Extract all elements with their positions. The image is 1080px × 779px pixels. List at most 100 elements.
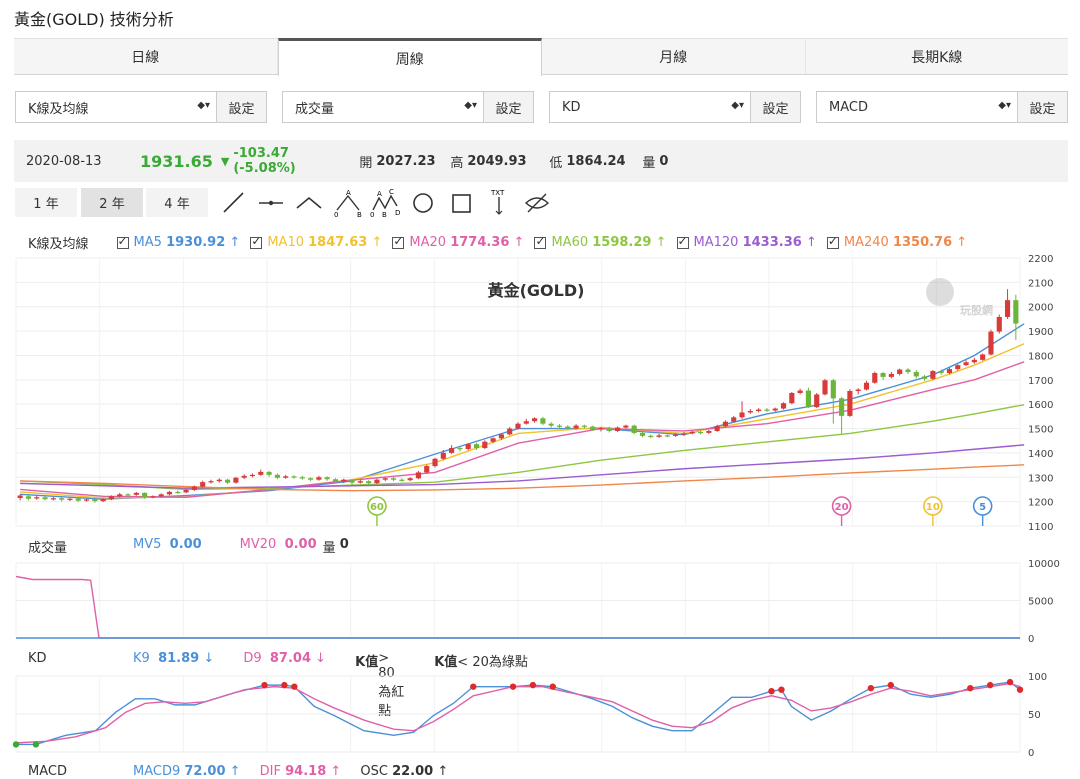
- osc-name: OSC: [360, 764, 388, 779]
- indicator-select-macd[interactable]: MACD ◆▾: [816, 91, 1018, 123]
- period-4y-button[interactable]: 4 年: [146, 188, 208, 217]
- vol-value: 0: [339, 537, 349, 552]
- candle: [142, 492, 148, 499]
- period-2y-button[interactable]: 2 年: [81, 188, 143, 217]
- price-y-tick-label: 1200: [1028, 498, 1053, 509]
- kd-note-green-key: K值: [434, 655, 458, 670]
- candle: [390, 476, 397, 482]
- candle: [581, 424, 587, 429]
- line-tool-icon[interactable]: [219, 188, 249, 218]
- candle: [283, 474, 289, 479]
- candle: [772, 407, 778, 412]
- candle: [988, 329, 994, 356]
- ma20-checkbox[interactable]: [392, 234, 405, 249]
- candle: [59, 497, 65, 502]
- kd-line-k9: [16, 681, 1021, 746]
- kd-y-tick-label: 0: [1028, 748, 1034, 759]
- ma240-checkbox[interactable]: [826, 234, 839, 249]
- kd-green-dot: [32, 741, 40, 748]
- candle: [855, 388, 861, 395]
- candle: [382, 477, 388, 482]
- ma60-checkbox[interactable]: [534, 234, 547, 249]
- candle-body: [706, 430, 712, 433]
- candle: [266, 470, 272, 477]
- tab-daily[interactable]: 日線: [14, 39, 278, 74]
- kd-chart[interactable]: 0 50 100: [0, 668, 1080, 763]
- settings-button-macd[interactable]: 設定: [1018, 91, 1068, 123]
- price-chart[interactable]: 1100 1200 1300 1400 1500 1600 1700 1800 1900 2000…: [0, 252, 1080, 532]
- indicator-select-volume[interactable]: 成交量 ◆▾: [282, 91, 484, 123]
- candle-body: [133, 492, 139, 495]
- ma5-checkbox[interactable]: [116, 234, 129, 249]
- volume-chart[interactable]: 0 5000 10000: [0, 556, 1080, 646]
- candle: [357, 479, 363, 484]
- candle: [432, 457, 438, 468]
- candle-body: [216, 479, 222, 482]
- kd-y-tick-label: 100: [1028, 672, 1047, 683]
- tool-letter-0: 0: [370, 211, 374, 219]
- kd-legend-label: KD: [28, 651, 47, 666]
- candle: [706, 430, 712, 434]
- tab-monthly[interactable]: 月線: [542, 39, 806, 74]
- candle-body: [515, 423, 521, 429]
- tab-weekly[interactable]: 周線: [277, 38, 542, 76]
- candle-body: [399, 479, 405, 481]
- candle-body: [548, 423, 554, 426]
- tab-long-term[interactable]: 長期K線: [911, 49, 963, 66]
- settings-button-kline[interactable]: 設定: [217, 91, 267, 123]
- abcd-pattern-tool-icon[interactable]: A C 0 B D: [370, 188, 401, 219]
- candle: [34, 495, 40, 500]
- candle-body: [971, 359, 977, 363]
- kd-green-dot: [12, 741, 20, 748]
- high-label: 高: [450, 155, 464, 171]
- horizontal-line-tool-icon[interactable]: [257, 188, 287, 218]
- kd-note-green: < 20為綠點: [457, 655, 528, 670]
- ma-marker-20: 20: [831, 496, 852, 526]
- kd-red-dot: [470, 683, 477, 690]
- candle: [17, 494, 23, 501]
- indicator-selector-2-group: 成交量 ◆▾ 設定: [282, 91, 534, 123]
- indicator-select-kline[interactable]: K線及均線 ◆▾: [15, 91, 217, 123]
- candle-body: [540, 418, 546, 424]
- candle: [482, 440, 488, 450]
- angle-tool-icon[interactable]: [295, 188, 325, 218]
- candle-body: [963, 362, 969, 366]
- candle: [125, 493, 131, 497]
- candle-body: [863, 382, 870, 390]
- hide-eye-icon[interactable]: [523, 188, 553, 218]
- candle: [922, 374, 928, 381]
- candle-body: [648, 435, 654, 438]
- osc-value: 22.00: [392, 764, 434, 779]
- ma-line-ma240: [20, 464, 1025, 492]
- candle-body: [92, 499, 98, 502]
- ma20-value: 1774.36: [450, 235, 510, 250]
- candle-body: [225, 479, 231, 483]
- ma120-checkbox[interactable]: [676, 234, 689, 249]
- ma10-checkbox[interactable]: [250, 234, 263, 249]
- circle-tool-icon[interactable]: [409, 188, 439, 218]
- select-arrows-icon: ◆▾: [464, 100, 477, 111]
- kd-legend: KD K9 81.89 ↓ D9 87.04 ↓ K值 > 80為紅點 K值 <…: [28, 651, 528, 719]
- period-1y-button[interactable]: 1 年: [15, 188, 77, 217]
- candle-body: [938, 371, 944, 373]
- candle-body: [772, 408, 778, 411]
- low-label: 低: [549, 155, 563, 171]
- candle-body: [374, 479, 380, 484]
- candle-body: [100, 499, 106, 502]
- d9-arrow-icon: ↓: [315, 651, 327, 666]
- settings-button-volume[interactable]: 設定: [484, 91, 534, 123]
- ma-marker-10: 10: [923, 496, 943, 526]
- indicator-select-kd[interactable]: KD ◆▾: [549, 91, 751, 123]
- candle: [75, 497, 81, 503]
- settings-button-kd[interactable]: 設定: [751, 91, 801, 123]
- rectangle-tool-icon[interactable]: [447, 188, 477, 218]
- ma60-arrow-icon: ↑: [655, 235, 667, 250]
- candle: [175, 490, 181, 494]
- candle-body: [507, 428, 513, 435]
- price-y-tick-label: 2100: [1028, 278, 1053, 289]
- candle-body: [880, 372, 886, 377]
- timeframe-tabs: 日線 周線 月線 長期K線: [14, 38, 1068, 76]
- ma60-value: 1598.29: [592, 235, 652, 250]
- abc-pattern-tool-icon[interactable]: A 0 B: [333, 188, 363, 219]
- text-tool-icon[interactable]: TXT: [485, 188, 515, 218]
